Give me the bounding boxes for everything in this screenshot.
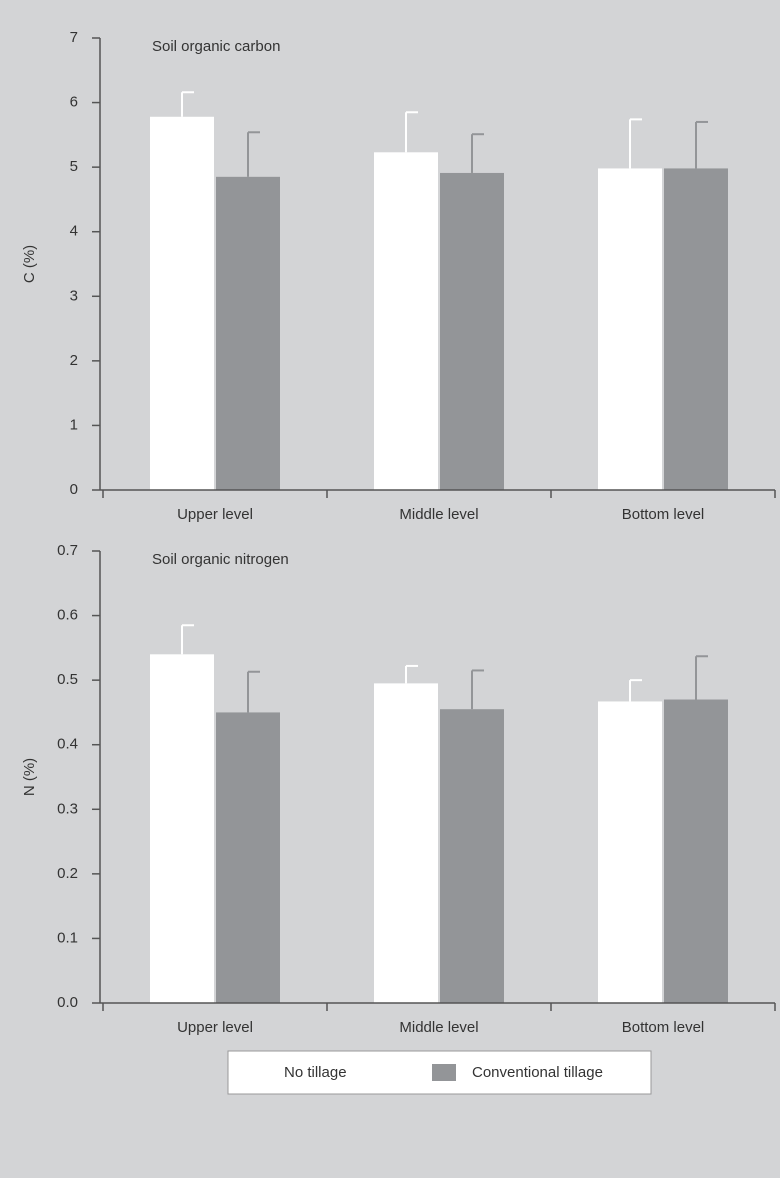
y-tick-label: 4: [70, 223, 78, 240]
legend-swatch: [244, 1064, 268, 1081]
x-tick-label: Middle level: [399, 506, 478, 523]
y-tick-label: 7: [70, 29, 78, 46]
y-axis-label: C (%): [21, 245, 38, 283]
y-axis-label: N (%): [21, 758, 38, 796]
bar: [150, 116, 214, 490]
x-tick-label: Upper level: [177, 506, 253, 523]
bar: [440, 709, 504, 1003]
bar: [216, 176, 280, 491]
bar: [216, 712, 280, 1003]
bar: [150, 654, 214, 1003]
legend-label: No tillage: [284, 1064, 347, 1081]
bar: [598, 701, 662, 1003]
y-tick-label: 0.0: [57, 994, 78, 1011]
x-tick-label: Bottom level: [622, 1019, 705, 1036]
y-tick-label: 0.7: [57, 542, 78, 559]
bar: [664, 168, 728, 491]
x-tick-label: Middle level: [399, 1019, 478, 1036]
y-tick-label: 0.5: [57, 671, 78, 688]
y-tick-label: 2: [70, 352, 78, 369]
chart-title: Soil organic carbon: [152, 38, 280, 55]
y-tick-label: 0.1: [57, 929, 78, 946]
y-tick-label: 0.2: [57, 865, 78, 882]
bar: [374, 152, 438, 490]
bar: [598, 168, 662, 491]
y-tick-label: 5: [70, 158, 78, 175]
y-tick-label: 0: [70, 481, 78, 498]
y-tick-label: 6: [70, 94, 78, 111]
y-tick-label: 0.6: [57, 607, 78, 624]
legend-label: Conventional tillage: [472, 1064, 603, 1081]
bar: [440, 172, 504, 490]
legend-swatch: [432, 1064, 456, 1081]
bar: [664, 699, 728, 1003]
y-tick-label: 0.4: [57, 736, 78, 753]
y-tick-label: 3: [70, 287, 78, 304]
y-tick-label: 1: [70, 416, 78, 433]
x-tick-label: Bottom level: [622, 506, 705, 523]
y-tick-label: 0.3: [57, 800, 78, 817]
bar: [374, 683, 438, 1003]
chart-title: Soil organic nitrogen: [152, 551, 289, 568]
x-tick-label: Upper level: [177, 1019, 253, 1036]
